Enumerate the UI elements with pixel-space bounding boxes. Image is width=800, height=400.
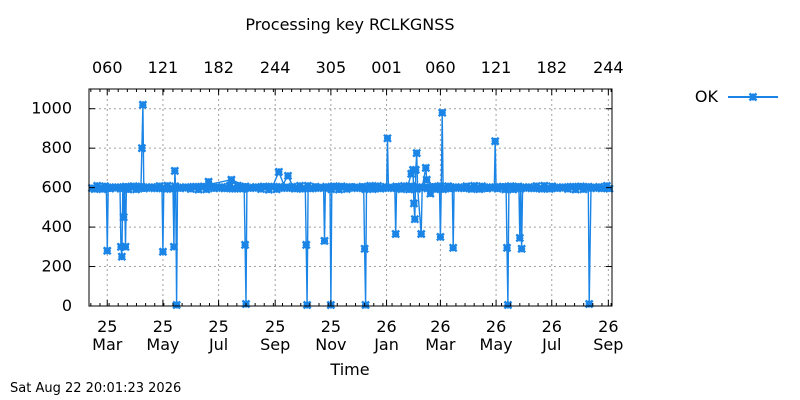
data-point [274,167,284,177]
tick-label-x-year: 26 [598,317,618,336]
data-point [412,148,422,158]
data-point [240,240,250,250]
data-point [117,252,127,262]
data-point [503,300,513,310]
data-point [227,175,236,185]
tick-label-y: 0 [62,296,72,315]
data-point [448,243,458,253]
tick-label-x-top: 305 [316,58,347,77]
data-point [436,232,445,242]
tick-label-y: 600 [41,178,72,197]
data-point [391,229,401,239]
legend-label-ok: OK [695,87,719,106]
data-point [416,229,426,239]
data-point [119,212,129,222]
data-point [437,108,447,118]
data-point [502,243,512,253]
tick-label-x-top: 121 [148,58,179,77]
data-point [361,300,370,310]
data-point [121,242,130,252]
data-point [490,136,500,146]
chart-title: Processing key RCLKGNSS [245,15,454,34]
data-point [517,244,526,254]
tick-label-x-month: May [480,335,513,354]
tick-label-x-top: 182 [536,58,567,77]
data-point [421,163,431,173]
data-point [283,171,293,181]
data-point [383,133,392,143]
data-point [515,233,525,243]
tick-label-x-year: 26 [430,317,450,336]
tick-label-x-month: Mar [92,335,123,354]
tick-label-x-year: 25 [153,317,173,336]
legend-marker-ok [748,92,758,102]
tick-label-x-top: 244 [593,58,624,77]
data-point [169,242,179,252]
data-point [411,165,421,175]
tick-label-y: 1000 [31,99,72,118]
data-point [422,175,432,185]
tick-label-y: 800 [41,138,72,157]
data-point [158,247,168,257]
axis-ticks: 0200400600800100025Mar25May25Jul25Sep25N… [31,58,623,354]
tick-label-x-month: May [146,335,179,354]
baseline-markers [87,181,614,194]
data-point [409,199,419,208]
data-point [138,100,148,110]
data-point [301,240,311,250]
tick-label-x-year: 25 [97,317,117,336]
x-axis-label: Time [329,360,369,379]
data-point [320,236,329,246]
series-line-ok [88,104,612,306]
tick-label-y: 400 [41,217,72,236]
data-point [170,166,180,176]
tick-label-x-top: 060 [92,58,123,77]
tick-label-x-month: Jul [208,335,228,354]
data-point [204,177,213,187]
footer-timestamp: Sat Aug 22 20:01:23 2026 [10,381,182,396]
data-point [360,244,369,254]
tick-label-x-year: 26 [376,317,396,336]
data-point [410,214,420,224]
tick-label-x-year: 25 [265,317,285,336]
tick-label-y: 200 [41,257,72,276]
series-ok [87,100,614,310]
data-point [426,189,435,198]
data-point [102,246,112,256]
tick-label-x-top: 121 [481,58,512,77]
tick-label-x-month: Jan [373,335,399,354]
tick-label-x-top: 060 [425,58,456,77]
tick-label-x-month: Jul [541,335,561,354]
tick-label-x-month: Nov [315,335,346,354]
tick-label-x-top: 001 [371,58,402,77]
tick-label-x-year: 25 [321,317,341,336]
data-point [137,143,147,153]
tick-label-x-year: 26 [542,317,562,336]
tick-label-x-month: Sep [593,335,623,354]
plot-border [88,88,613,307]
tick-label-x-top: 244 [260,58,291,77]
tick-label-x-month: Mar [425,335,456,354]
grid [89,89,612,306]
tick-label-x-year: 26 [486,317,506,336]
tick-label-x-top: 182 [203,58,234,77]
tick-label-x-month: Sep [260,335,290,354]
data-point [172,300,181,310]
legend: OK [695,87,778,106]
legend-marker-symbol [748,92,758,102]
tick-label-x-year: 25 [208,317,228,336]
